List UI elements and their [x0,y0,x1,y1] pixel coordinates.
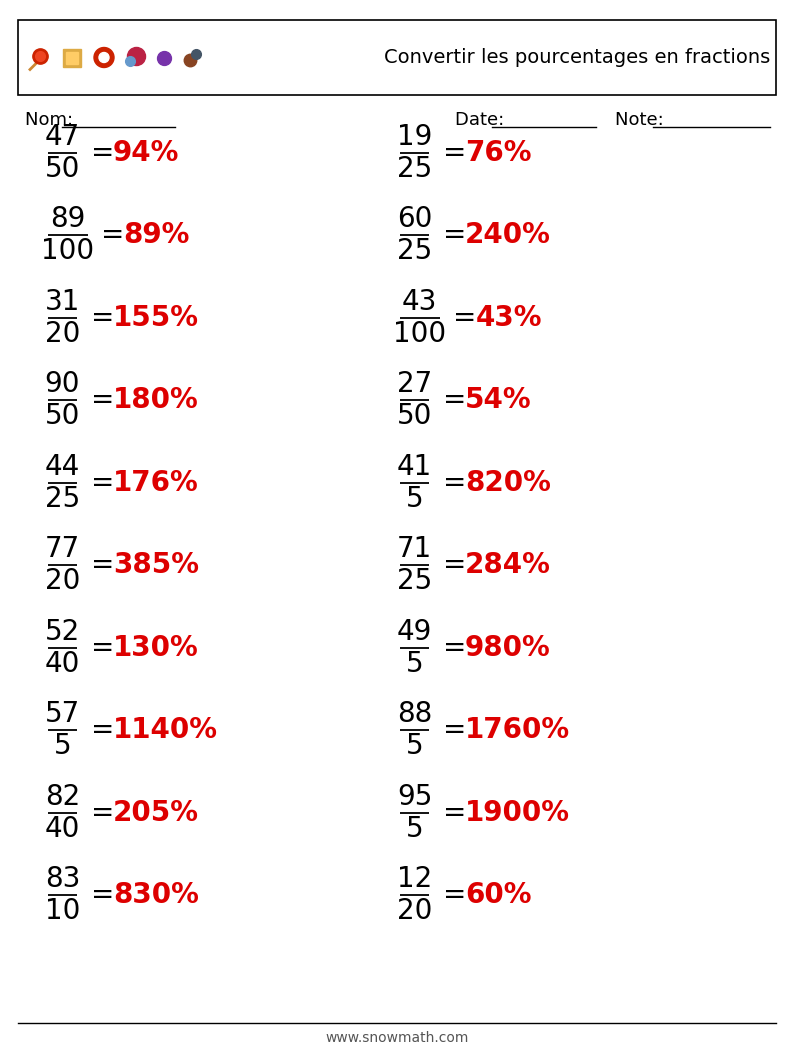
Text: 25: 25 [45,484,80,513]
Text: =: = [91,469,114,497]
Text: 240%: 240% [465,221,551,250]
Text: 25: 25 [397,568,432,595]
Text: 25: 25 [397,237,432,265]
Text: =: = [91,139,114,167]
Text: =: = [91,798,114,827]
Text: =: = [443,221,466,250]
Text: 20: 20 [44,568,80,595]
Text: 90: 90 [44,371,80,398]
Text: 27: 27 [397,371,432,398]
Text: 49: 49 [397,618,432,645]
Text: 76%: 76% [465,139,531,167]
Text: =: = [91,551,114,579]
Text: 20: 20 [44,320,80,347]
Text: 100: 100 [41,237,94,265]
Text: 43: 43 [402,287,437,316]
Text: 54%: 54% [465,386,532,414]
Text: 82: 82 [45,782,80,811]
Text: 50: 50 [44,155,80,183]
Text: =: = [91,716,114,744]
Text: 1140%: 1140% [113,716,218,744]
Text: 60: 60 [397,205,432,234]
Text: =: = [91,304,114,332]
Text: =: = [91,634,114,661]
Text: www.snowmath.com: www.snowmath.com [326,1031,468,1045]
Text: 180%: 180% [113,386,198,414]
Text: 41: 41 [397,453,432,481]
Text: =: = [102,221,125,250]
Text: Convertir les pourcentages en fractions: Convertir les pourcentages en fractions [384,48,770,67]
Text: 980%: 980% [465,634,551,661]
Text: 60%: 60% [465,881,531,909]
Text: 25: 25 [397,155,432,183]
Text: 95: 95 [397,782,432,811]
Text: 19: 19 [397,123,432,151]
Text: 5: 5 [406,815,423,842]
Text: 830%: 830% [113,881,198,909]
Text: Date:: Date: [455,111,510,130]
Text: 88: 88 [397,700,432,728]
Text: =: = [443,551,466,579]
Text: =: = [443,881,466,909]
Bar [18,20,776,95]
Text: =: = [443,469,466,497]
Text: =: = [453,304,477,332]
Text: =: = [443,139,466,167]
Text: 89: 89 [50,205,86,234]
Text: 40: 40 [44,650,80,678]
Text: =: = [443,716,466,744]
Text: =: = [443,386,466,414]
Text: 50: 50 [397,402,432,431]
Text: 52: 52 [45,618,80,645]
Text: =: = [443,798,466,827]
Text: 77: 77 [45,535,80,563]
Text: Nom:: Nom: [25,111,79,130]
Text: 5: 5 [406,650,423,678]
Text: =: = [91,881,114,909]
Text: =: = [91,386,114,414]
Text: 89%: 89% [124,221,190,250]
Text: 43%: 43% [476,304,542,332]
Text: 100: 100 [393,320,446,347]
Text: 20: 20 [397,897,432,925]
Text: 50: 50 [44,402,80,431]
Text: 820%: 820% [465,469,551,497]
Text: 47: 47 [45,123,80,151]
Text: 5: 5 [406,732,423,760]
Circle shape [99,53,109,62]
Text: Note:: Note: [615,111,669,130]
Text: 205%: 205% [113,798,199,827]
Text: 176%: 176% [113,469,198,497]
Text: 40: 40 [44,815,80,842]
Text: 12: 12 [397,865,432,893]
Text: =: = [443,634,466,661]
Circle shape [94,47,114,67]
Text: 1760%: 1760% [465,716,570,744]
Text: 31: 31 [44,287,80,316]
Text: 44: 44 [45,453,80,481]
Text: 10: 10 [44,897,80,925]
Text: 5: 5 [54,732,71,760]
Text: 94%: 94% [113,139,179,167]
Text: 5: 5 [406,484,423,513]
Text: 385%: 385% [113,551,199,579]
Text: 1900%: 1900% [465,798,570,827]
Text: 155%: 155% [113,304,199,332]
Text: 57: 57 [45,700,80,728]
Text: 83: 83 [44,865,80,893]
Text: 284%: 284% [465,551,551,579]
Text: 71: 71 [397,535,432,563]
Text: 130%: 130% [113,634,198,661]
